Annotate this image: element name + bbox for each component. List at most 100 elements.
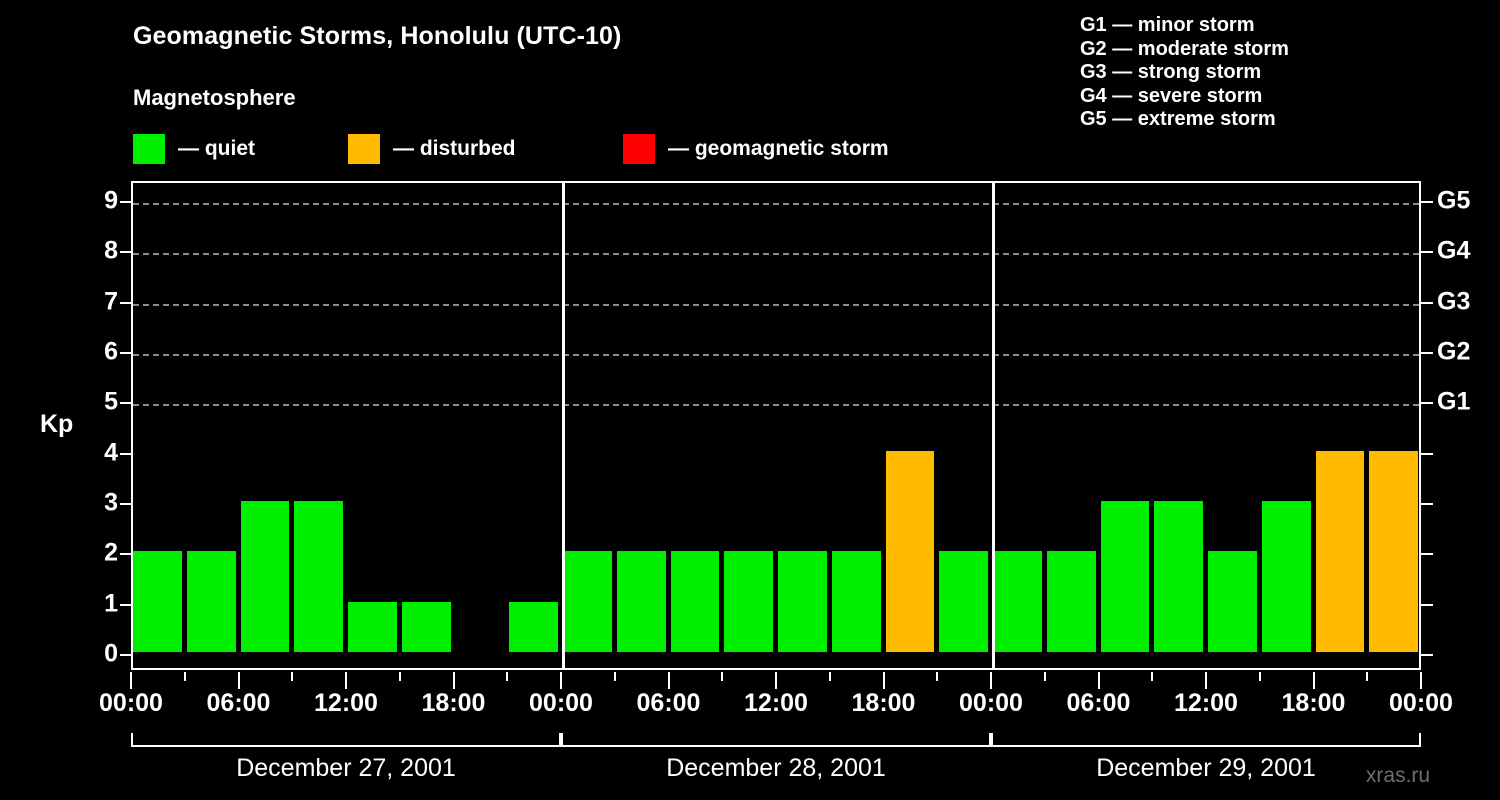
x-tick-major bbox=[667, 672, 670, 689]
x-axis-tick-label: 06:00 bbox=[206, 689, 271, 717]
gridline-kp-8 bbox=[133, 253, 1419, 256]
gridline-kp-5 bbox=[133, 404, 1419, 407]
legend-item-disturbed: — disturbed bbox=[348, 133, 516, 165]
legend-item-geomagnetic-storm: — geomagnetic storm bbox=[623, 133, 889, 165]
bar bbox=[724, 551, 773, 652]
x-axis-tick-label: 00:00 bbox=[1389, 689, 1453, 717]
legend-label-geomagnetic-storm: — geomagnetic storm bbox=[668, 137, 889, 160]
right-tick-mark-7 bbox=[1421, 301, 1433, 304]
right-tick-mark-6 bbox=[1421, 352, 1433, 354]
x-axis-tick-label: 00:00 bbox=[529, 689, 593, 717]
g-legend-line-g1: G1 — minor storm bbox=[1080, 14, 1255, 36]
right-tick-mark-0 bbox=[1421, 654, 1433, 656]
x-tick-minor bbox=[828, 672, 831, 681]
bar bbox=[778, 551, 827, 652]
bar bbox=[1154, 501, 1203, 652]
y-tick-mark-4 bbox=[120, 452, 131, 455]
y-tick-mark-2 bbox=[120, 553, 131, 556]
bar bbox=[240, 501, 290, 652]
bar bbox=[939, 551, 988, 652]
x-axis-tick-label: 06:00 bbox=[636, 689, 701, 717]
plot-area bbox=[131, 181, 1421, 670]
y-tick-label-9: 9 bbox=[104, 186, 118, 215]
bar bbox=[1100, 501, 1150, 652]
g-legend-line-g2: G2 — moderate storm bbox=[1080, 37, 1289, 60]
x-tick-major bbox=[1097, 672, 1100, 689]
bar bbox=[1369, 450, 1418, 652]
x-tick-minor bbox=[936, 672, 939, 681]
x-axis-tick-label: 00:00 bbox=[99, 689, 163, 717]
y-tick-label-6: 6 bbox=[104, 337, 118, 366]
day-separator bbox=[561, 183, 565, 668]
day-label: December 29, 2001 bbox=[1096, 754, 1316, 782]
y-tick-label-8: 8 bbox=[104, 236, 118, 265]
x-tick-minor bbox=[183, 672, 186, 681]
g-axis-label-g2: G2 bbox=[1437, 337, 1471, 366]
watermark: xras.ru bbox=[1365, 764, 1431, 787]
y-tick-mark-7 bbox=[120, 301, 131, 304]
bar bbox=[616, 551, 666, 652]
right-tick-mark-9 bbox=[1421, 201, 1433, 203]
bar bbox=[993, 551, 1042, 652]
bar bbox=[885, 450, 935, 652]
bar bbox=[509, 601, 558, 652]
x-tick-major bbox=[1205, 672, 1207, 689]
g-legend-line-g4: G4 — severe storm bbox=[1080, 84, 1263, 107]
y-tick-mark-1 bbox=[120, 603, 131, 606]
y-tick-mark-5 bbox=[120, 402, 131, 405]
gridline-kp-6 bbox=[133, 354, 1419, 356]
bar bbox=[133, 551, 182, 652]
x-tick-minor bbox=[1151, 672, 1154, 681]
bar bbox=[401, 601, 451, 652]
day-label: December 28, 2001 bbox=[666, 754, 886, 782]
x-tick-major bbox=[990, 672, 992, 689]
x-tick-major bbox=[452, 672, 455, 689]
gridline-kp-7 bbox=[133, 303, 1419, 306]
g-scale-legend: G1 — minor storm G2 — moderate storm G3 — … bbox=[1080, 14, 1289, 132]
bar bbox=[831, 551, 881, 652]
bar bbox=[1046, 551, 1096, 652]
g-axis-label-g4: G4 bbox=[1437, 236, 1471, 265]
legend-item-quiet: — quiet bbox=[133, 133, 255, 165]
x-tick-minor bbox=[291, 672, 294, 681]
legend-swatch-disturbed-icon bbox=[348, 134, 380, 164]
bar bbox=[186, 551, 236, 652]
legend-swatch-geomagnetic-storm-icon bbox=[623, 134, 655, 164]
bar bbox=[1315, 450, 1365, 652]
x-tick-minor bbox=[721, 672, 724, 681]
x-axis-tick-label: 06:00 bbox=[1066, 689, 1131, 717]
day-separator bbox=[991, 183, 995, 668]
y-tick-label-2: 2 bbox=[104, 538, 118, 567]
x-tick-major bbox=[560, 672, 562, 689]
y-tick-mark-6 bbox=[120, 352, 131, 354]
g-legend-line-g3: G3 — strong storm bbox=[1080, 61, 1262, 83]
y-tick-mark-0 bbox=[120, 654, 131, 656]
y-tick-label-5: 5 bbox=[104, 387, 118, 416]
day-bracket bbox=[561, 733, 991, 747]
x-axis-tick-label: 18:00 bbox=[1281, 689, 1346, 717]
g-axis-label-g3: G3 bbox=[1437, 287, 1471, 316]
y-tick-label-0: 0 bbox=[104, 639, 118, 668]
x-axis-tick-label: 12:00 bbox=[314, 689, 378, 717]
right-tick-mark-3 bbox=[1421, 503, 1433, 505]
bar bbox=[1261, 501, 1311, 652]
x-axis-tick-label: 12:00 bbox=[1174, 689, 1238, 717]
y-tick-label-3: 3 bbox=[104, 488, 118, 517]
legend-swatch-quiet-icon bbox=[133, 134, 165, 164]
x-tick-major bbox=[882, 672, 885, 689]
x-tick-major bbox=[345, 672, 347, 689]
right-tick-mark-5 bbox=[1421, 402, 1433, 405]
y-tick-mark-3 bbox=[120, 503, 131, 505]
bar bbox=[1208, 551, 1257, 652]
y-axis-tick-labels: 0 1 2 3 4 5 6 7 8 9 bbox=[88, 0, 118, 800]
legend-label-disturbed: — disturbed bbox=[393, 137, 516, 160]
x-tick-minor bbox=[506, 672, 509, 681]
y-tick-mark-8 bbox=[120, 251, 131, 254]
y-tick-label-1: 1 bbox=[104, 589, 118, 618]
x-tick-minor bbox=[1366, 672, 1369, 681]
y-axis-title: Kp bbox=[40, 410, 74, 438]
right-tick-mark-4 bbox=[1421, 452, 1433, 455]
y-tick-label-4: 4 bbox=[104, 438, 118, 467]
day-bracket bbox=[991, 733, 1421, 747]
